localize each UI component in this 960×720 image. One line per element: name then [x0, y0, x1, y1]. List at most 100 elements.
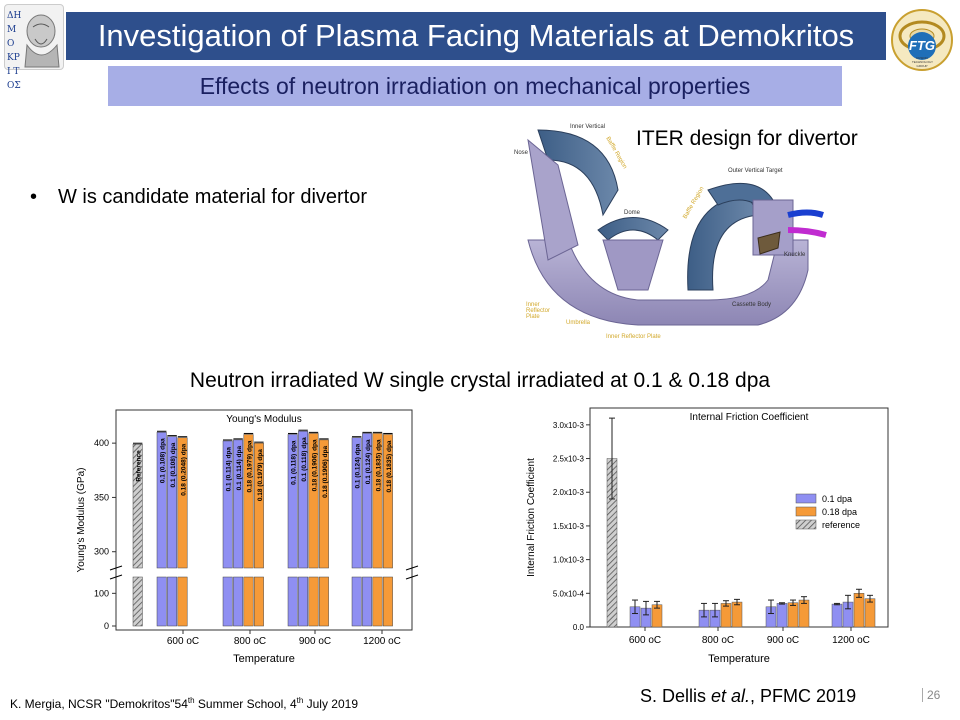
- data-bar-lower: [177, 576, 188, 627]
- x-tick-label: 900 oC: [767, 635, 799, 646]
- axis-break-mark: [405, 574, 419, 580]
- footer-sup-th: th: [187, 696, 195, 705]
- y-tick-label: 1.5x10-3: [553, 522, 585, 531]
- divertor-cassette-drawing: [527, 129, 827, 326]
- bar-data-label: 0.18 (0.1906) dpa: [312, 439, 319, 491]
- data-bar-lower: [253, 576, 264, 627]
- data-bar-lower: [233, 576, 244, 627]
- data-bar-lower: [308, 576, 319, 627]
- citation: S. Dellis et al., PFMC 2019: [640, 686, 856, 707]
- data-bar: [287, 434, 298, 569]
- data-bar-lower: [351, 576, 362, 627]
- label-umbrella: Umbrella: [566, 320, 591, 326]
- demokritos-bust-icon: [24, 14, 60, 68]
- legend-swatch: [795, 519, 817, 530]
- bar-data-label: 0.1 (0.118) dpa: [301, 437, 308, 482]
- data-bar-lower: [298, 576, 309, 627]
- ftg-logo-text: FTG: [909, 38, 935, 53]
- chart-title: Internal Friction Coefficient: [690, 412, 809, 423]
- y-tick-label: 300: [94, 547, 109, 557]
- axis-break-band: [117, 569, 411, 576]
- label-dome: Dome: [624, 210, 641, 216]
- y-tick-label: 1.0x10-3: [553, 556, 585, 565]
- data-bar: [787, 602, 799, 628]
- axis-break-mark: [109, 574, 123, 580]
- bar-data-label: 0.18 (0.1979) dpa: [247, 440, 254, 492]
- axis-break-mark: [109, 565, 123, 571]
- y-tick-label: 350: [94, 492, 109, 502]
- legend-swatch: [795, 493, 817, 504]
- y-tick-label: 2.0x10-3: [553, 488, 585, 497]
- data-bar: [798, 599, 810, 628]
- divertor-illustration: Inner Vertical Nose Baffle Region Outer …: [508, 120, 838, 348]
- slide-title: Investigation of Plasma Facing Materials…: [66, 12, 886, 60]
- neutron-caption: Neutron irradiated W single crystal irra…: [189, 369, 771, 392]
- data-bar: [853, 593, 865, 628]
- citation-prefix: S. Dellis: [640, 686, 712, 706]
- bar-data-label: 0.18 (0.1979) dpa: [257, 449, 264, 501]
- x-tick-label: 600 oC: [629, 635, 661, 646]
- bullet-item: • W is candidate material for divertor: [30, 186, 367, 209]
- footer-sup-th2: th: [296, 696, 304, 705]
- plot-frame: [589, 407, 889, 628]
- data-bar: [864, 598, 876, 628]
- bar-data-label: 0.18 (0.2048) dpa: [181, 443, 188, 495]
- data-bar-lower: [156, 576, 167, 627]
- data-bar: [156, 432, 167, 569]
- bar-data-label: 0.1 (0.118) dpa: [291, 440, 298, 485]
- data-bar-lower: [382, 576, 393, 627]
- x-tick-label: 1200 oC: [363, 636, 401, 647]
- data-bar: [362, 433, 373, 569]
- y-tick-label: 100: [94, 588, 109, 598]
- data-bar: [298, 430, 309, 569]
- y-axis-label: Internal Friction Coefficient: [526, 458, 537, 577]
- chart-title: Young's Modulus: [226, 414, 301, 425]
- data-bar-lower: [287, 576, 298, 627]
- data-bar-lower: [318, 576, 329, 627]
- y-tick-label: 400: [94, 438, 109, 448]
- data-bar: [831, 603, 843, 628]
- y-axis-label: Young's Modulus (GPa): [76, 468, 87, 573]
- x-tick-label: 600 oC: [167, 636, 199, 647]
- data-bar: [382, 434, 393, 569]
- reference-bar-lower: [132, 576, 143, 627]
- data-bar-lower: [243, 576, 254, 627]
- citation-suffix: , PFMC 2019: [750, 686, 857, 706]
- data-bar: [731, 601, 743, 628]
- y-tick-label: 0.0: [573, 623, 585, 632]
- x-tick-label: 1200 oC: [832, 635, 870, 646]
- legend-swatch: [795, 506, 817, 517]
- bar-data-label: Reference: [136, 450, 143, 482]
- data-bar: [372, 433, 383, 569]
- footer-date: July 2019: [303, 697, 358, 711]
- x-tick-label: 900 oC: [299, 636, 331, 647]
- label-inner-vertical: Inner Vertical: [570, 124, 606, 130]
- data-bar-lower: [167, 576, 178, 627]
- page-number: 26: [922, 688, 940, 702]
- data-bar: [351, 437, 362, 569]
- label-nose: Nose: [514, 150, 529, 156]
- label-outer-vertical: Outer Vertical Target: [728, 168, 783, 174]
- footer-author: K. Mergia, NCSR "Demokritos"54: [10, 697, 188, 711]
- footer-school: Summer School, 4: [194, 697, 297, 711]
- axis-break-mark: [405, 565, 419, 571]
- ftg-torus-icon: [891, 9, 953, 71]
- x-axis-label: Temperature: [233, 653, 295, 665]
- legend-label: reference: [822, 520, 860, 530]
- demokritos-logo: ΔΗ ΜΟ ΚΡΙ ΤΟΣ: [4, 4, 64, 91]
- bullet-text: W is candidate material for divertor: [58, 186, 368, 208]
- bar-data-label: 0.1 (0.114) dpa: [226, 447, 233, 492]
- slide-subtitle: Effects of neutron irradiation on mechan…: [108, 66, 842, 106]
- bar-data-label: 0.1 (0.114) dpa: [236, 446, 243, 491]
- data-bar: [318, 439, 329, 569]
- demokritos-logo-text: ΔΗ ΜΟ ΚΡΙ ΤΟΣ: [7, 11, 22, 91]
- bar-data-label: 0.18 (0.1835) dpa: [376, 439, 383, 491]
- data-bar: [222, 440, 233, 569]
- label-knuckle: Knuckle: [784, 252, 806, 258]
- data-bar-lower: [372, 576, 383, 627]
- data-bar-lower: [222, 576, 233, 627]
- data-bar-lower: [362, 576, 373, 627]
- bar-data-label: 0.1 (0.108) dpa: [160, 438, 167, 483]
- data-bar: [177, 437, 188, 569]
- internal-friction-chart: Internal Friction Coefficient 0.0 5.0x10-4…: [526, 407, 889, 665]
